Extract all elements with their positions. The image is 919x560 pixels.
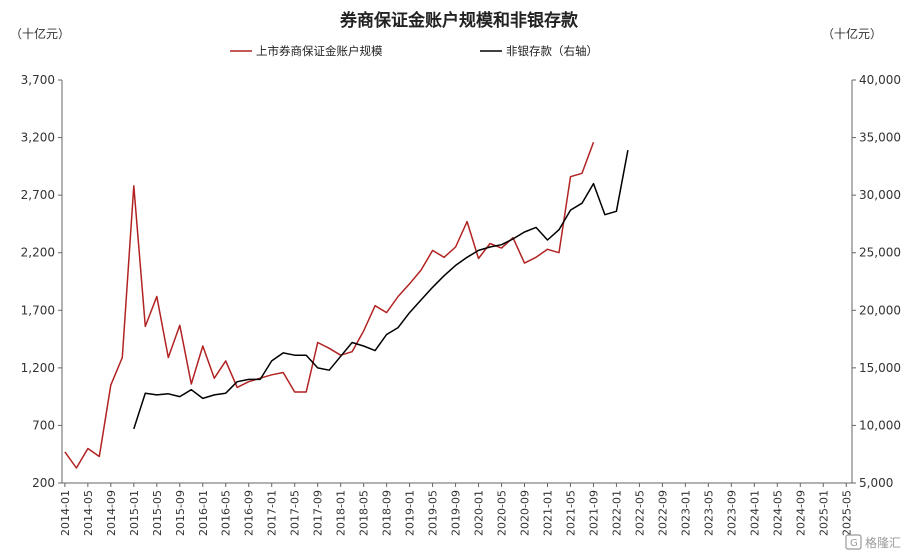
x-tick-label: 2016-01 bbox=[197, 490, 210, 536]
x-tick-label: 2023-01 bbox=[679, 490, 692, 536]
x-tick-label: 2018-09 bbox=[381, 490, 394, 536]
series-lines bbox=[64, 141, 629, 469]
x-tick-label: 2020-05 bbox=[496, 490, 509, 536]
legend-label-series-1: 上市券商保证金账户规模 bbox=[256, 44, 383, 58]
x-tick-label: 2017-09 bbox=[312, 490, 325, 536]
right-axis-unit: （十亿元） bbox=[822, 26, 882, 41]
tick-labels: 3,700 3,200 2,700 2,200 1,700 1,200 700 200 40,0… bbox=[21, 73, 901, 536]
watermark-logo-icon bbox=[845, 534, 862, 550]
right-tick-label: 20,000 bbox=[859, 303, 901, 317]
x-tick-label: 2017-01 bbox=[266, 490, 279, 536]
x-tick-label: 2022-01 bbox=[610, 490, 623, 536]
left-tick-label: 200 bbox=[32, 476, 55, 490]
x-tick-label: 2017-05 bbox=[289, 490, 302, 536]
x-tick-label: 2022-05 bbox=[633, 490, 646, 536]
right-tick-label: 40,000 bbox=[859, 73, 901, 87]
x-tick-label: 2021-05 bbox=[564, 490, 577, 536]
series-line-2 bbox=[133, 150, 629, 430]
left-tick-label: 3,700 bbox=[21, 73, 55, 87]
x-tick-label: 2016-05 bbox=[220, 490, 233, 536]
x-tick-label: 2021-09 bbox=[587, 490, 600, 536]
left-tick-label: 1,200 bbox=[21, 361, 55, 375]
x-tick-label: 2014-01 bbox=[59, 490, 72, 536]
x-tick-label: 2023-09 bbox=[725, 490, 738, 536]
watermark: G 格隆汇 bbox=[845, 534, 901, 550]
x-tick-label: 2019-05 bbox=[427, 490, 440, 536]
x-tick-label: 2020-09 bbox=[519, 490, 532, 536]
x-tick-label: 2015-09 bbox=[174, 490, 187, 536]
x-tick-label: 2019-09 bbox=[450, 490, 463, 536]
x-tick-label: 2025-01 bbox=[817, 490, 830, 536]
right-tick-label: 10,000 bbox=[859, 418, 901, 432]
x-tick-label: 2014-05 bbox=[82, 490, 95, 536]
left-axis-unit: （十亿元） bbox=[10, 26, 70, 41]
right-tick-label: 5,000 bbox=[859, 476, 893, 490]
left-tick-label: 2,200 bbox=[21, 246, 55, 260]
legend: 上市券商保证金账户规模 非银存款（右轴） bbox=[230, 44, 598, 58]
x-tick-label: 2015-05 bbox=[151, 490, 164, 536]
x-tick-label: 2024-05 bbox=[771, 490, 784, 536]
x-tick-label: 2022-09 bbox=[656, 490, 669, 536]
right-tick-label: 35,000 bbox=[859, 131, 901, 145]
left-tick-label: 3,200 bbox=[21, 131, 55, 145]
right-tick-label: 25,000 bbox=[859, 246, 901, 260]
left-tick-label: 700 bbox=[32, 418, 55, 432]
x-tick-label: 2020-01 bbox=[473, 490, 486, 536]
x-tick-label: 2024-01 bbox=[748, 490, 761, 536]
x-tick-label: 2024-09 bbox=[794, 490, 807, 536]
axes bbox=[58, 79, 856, 487]
x-tick-label: 2016-09 bbox=[243, 490, 256, 536]
watermark-text: 格隆汇 bbox=[865, 535, 901, 550]
left-tick-label: 1,700 bbox=[21, 303, 55, 317]
series-line-1 bbox=[64, 141, 595, 469]
x-tick-label: 2019-01 bbox=[404, 490, 417, 536]
x-tick-label: 2023-05 bbox=[702, 490, 715, 536]
right-tick-label: 15,000 bbox=[859, 361, 901, 375]
left-tick-label: 2,700 bbox=[21, 188, 55, 202]
x-tick-label: 2025-05 bbox=[840, 490, 853, 536]
x-tick-label: 2018-05 bbox=[358, 490, 371, 536]
right-tick-label: 30,000 bbox=[859, 188, 901, 202]
x-tick-label: 2018-01 bbox=[335, 490, 348, 536]
legend-label-series-2: 非银存款（右轴） bbox=[506, 44, 598, 58]
watermark-logo-glyph: G bbox=[850, 538, 858, 549]
chart-title: 券商保证金账户规模和非银存款 bbox=[339, 10, 579, 31]
x-tick-label: 2015-01 bbox=[128, 490, 141, 536]
x-tick-label: 2021-01 bbox=[541, 490, 554, 536]
x-tick-label: 2014-09 bbox=[105, 490, 118, 536]
